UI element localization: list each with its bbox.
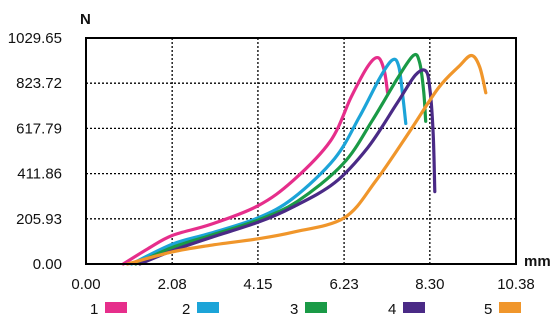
legend-label-1: 1 bbox=[90, 301, 98, 318]
x-tick-label: 2.08 bbox=[158, 276, 187, 293]
series-line-1 bbox=[121, 55, 390, 266]
axis-ticks: 0.00 205.93 411.86 617.79 823.72 1029.65 0.00 2… bbox=[8, 30, 535, 293]
legend-swatch-2 bbox=[197, 302, 219, 313]
x-tick-label: 0.00 bbox=[71, 276, 100, 293]
legend-swatch-5 bbox=[499, 302, 521, 313]
y-tick-label: 1029.65 bbox=[8, 30, 62, 47]
y-axis-unit: N bbox=[80, 11, 91, 28]
series-lines bbox=[121, 52, 488, 266]
legend-swatch-1 bbox=[105, 302, 127, 313]
x-tick-label: 4.15 bbox=[243, 276, 272, 293]
y-tick-label: 205.93 bbox=[16, 211, 62, 228]
x-axis-unit: mm bbox=[524, 253, 551, 270]
y-tick-label: 0.00 bbox=[33, 256, 62, 273]
legend-swatch-4 bbox=[403, 302, 425, 313]
plot-frame bbox=[85, 37, 517, 265]
grid bbox=[86, 38, 516, 264]
legend-label-3: 3 bbox=[290, 301, 298, 318]
y-tick-label: 411.86 bbox=[17, 166, 62, 183]
series-line-3 bbox=[134, 52, 428, 266]
y-tick-label: 823.72 bbox=[16, 75, 62, 92]
legend-label-2: 2 bbox=[182, 301, 190, 318]
y-tick-label: 617.79 bbox=[16, 120, 62, 137]
legend-label-4: 4 bbox=[388, 301, 396, 318]
series-line-4 bbox=[138, 68, 437, 266]
x-tick-label: 8.30 bbox=[415, 276, 444, 293]
legend-label-5: 5 bbox=[484, 301, 492, 318]
x-tick-label: 6.23 bbox=[329, 276, 358, 293]
series-line-2 bbox=[130, 57, 408, 266]
x-tick-label: 10.38 bbox=[497, 276, 535, 293]
series-line-5 bbox=[125, 53, 488, 266]
legend-swatch-3 bbox=[305, 302, 327, 313]
legend: 1 2 3 4 5 bbox=[90, 301, 521, 318]
